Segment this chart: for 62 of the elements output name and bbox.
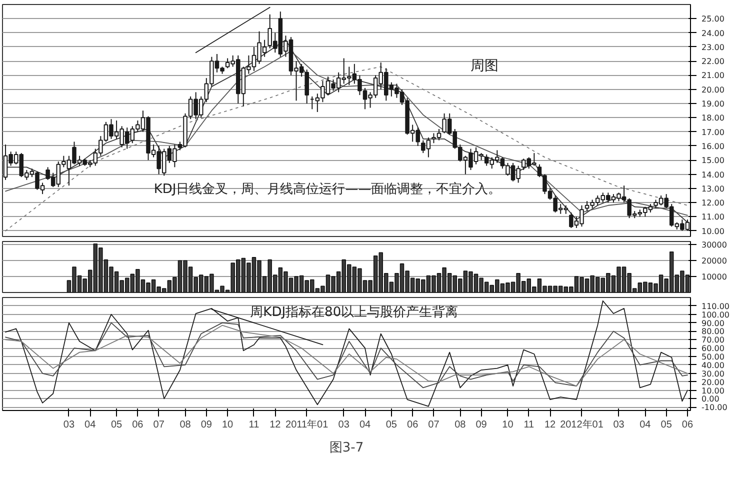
x-tick-label: 09 [200,420,212,430]
x-tick-label: 12 [270,420,282,430]
y-tick-label: 0.00 [702,394,720,404]
x-tick-label: 03 [63,420,75,430]
x-tick-label: 06 [407,420,419,430]
annotation: 周图 [470,58,498,74]
y-tick-label: 25.00 [702,14,724,24]
y-tick-label: 24.00 [702,28,724,38]
y-tick-label: 60.00 [702,344,724,354]
y-tick-label: 100.00 [702,310,730,320]
x-tick-label: 04 [640,420,652,430]
y-tick-label: 17.00 [702,128,724,137]
x-tick-label: 04 [359,420,372,430]
y-tick-label: 80.00 [702,327,724,336]
y-tick-label: 40.00 [702,360,724,370]
y-tick-label: 20.00 [702,378,724,387]
y-tick-label: 30000 [702,240,727,250]
x-tick-label: 11 [524,420,535,430]
y-tick-label: 10.00 [702,226,724,236]
x-tick-label: 05 [386,420,398,430]
y-tick-label: 23.00 [702,42,724,52]
x-tick-label: 11 [248,420,260,430]
x-tick-label: 06 [132,420,144,430]
y-tick-label: -10.00 [702,403,728,412]
y-tick-label: 19.00 [702,100,724,109]
x-tick-label: 08 [454,420,466,430]
x-tick-label: 2012年01 [560,418,604,430]
x-tick-label: 04 [84,420,96,430]
y-tick-label: 10000 [702,272,727,282]
x-tick-label: 10 [502,420,514,430]
x-tick-label: 07 [428,420,440,430]
y-tick-label: 70.00 [702,336,724,345]
y-tick-label: 10.00 [702,386,724,396]
x-tick-label: 05 [660,420,672,430]
x-tick-label: 12 [544,420,556,430]
caption: 图3-7 [329,440,364,456]
x-tick-label: 09 [476,420,488,430]
x-tick-label: 08 [180,420,192,430]
x-tick-label: 10 [222,420,234,430]
y-tick-label: 50.00 [702,352,724,362]
y-tick-label: 30.00 [702,369,724,378]
y-tick-label: 18.00 [702,114,724,123]
y-tick-label: 12.00 [702,198,724,208]
annotation: KDJ日线金叉，周、月线高位运行——面临调整，不宜介入。 [154,181,502,198]
y-tick-label: 22.00 [702,57,724,66]
y-tick-label: 20000 [702,256,727,266]
y-tick-label: 21.00 [702,71,724,80]
x-tick-label: 05 [110,420,123,430]
y-tick-label: 11.00 [702,212,724,222]
y-tick-label: 14.00 [702,170,724,180]
y-tick-label: 13.00 [702,184,724,194]
x-tick-label: 2011年01 [286,418,329,430]
y-tick-label: 16.00 [702,142,724,151]
x-tick-label: 03 [338,420,350,430]
annotation: 周KDJ指标在80以上与股价产生背离 [250,304,458,320]
y-tick-label: 90.00 [702,318,724,328]
y-tick-label: 110.00 [702,302,730,311]
x-tick-label: 07 [153,420,165,430]
x-tick-label: 03 [613,420,625,430]
x-tick-label: 06 [682,420,694,430]
y-tick-label: 15.00 [702,156,724,166]
y-tick-label: 20.00 [702,85,724,94]
